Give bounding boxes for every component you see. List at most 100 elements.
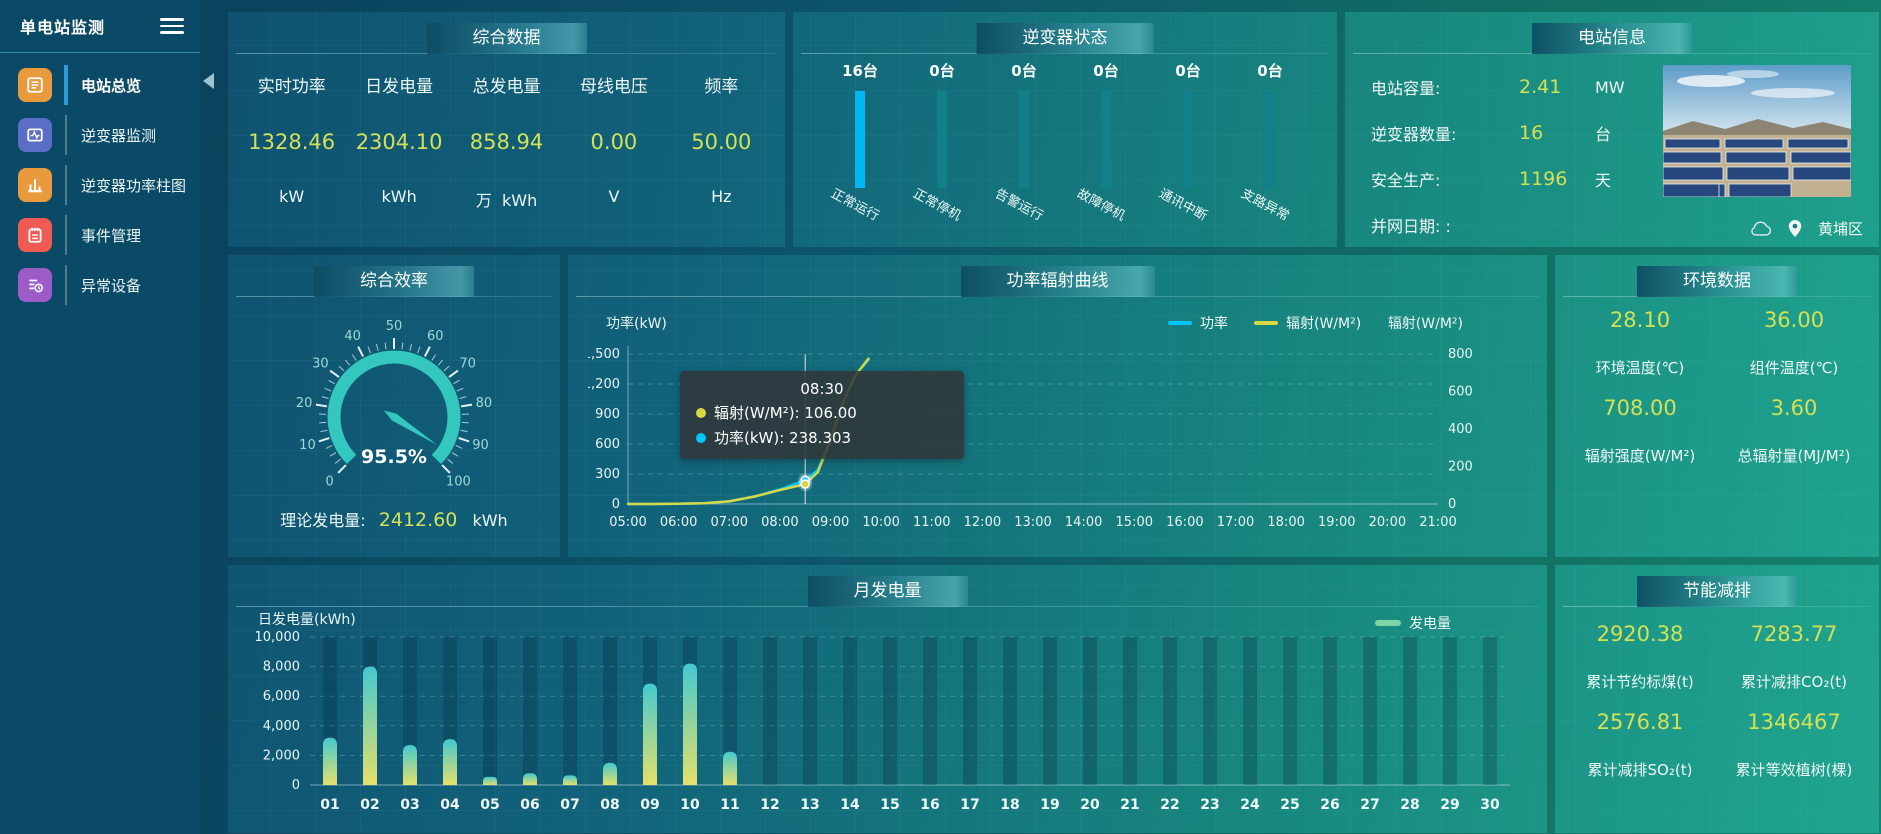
sidebar-item[interactable]: 事件管理	[18, 215, 200, 255]
station-info-label: 电站容量:	[1371, 79, 1441, 98]
stat-label: 环境温度(℃)	[1595, 359, 1685, 377]
panel-title: 逆变器状态	[976, 23, 1154, 54]
svg-text:21: 21	[1120, 797, 1139, 813]
svg-text:17: 17	[960, 797, 979, 813]
inverter-status-label: 正常停机	[910, 186, 964, 225]
overview-icon	[18, 68, 52, 102]
theoretical-energy-unit: kWh	[472, 511, 508, 530]
inverter-status-column[interactable]: 0台 通讯中断	[1147, 60, 1229, 230]
bar-axis-name: 日发电量(kWh)	[258, 612, 356, 628]
station-info-value: 2.41	[1519, 76, 1562, 98]
sidebar-item-label: 逆变器监测	[81, 126, 157, 145]
sidebar-item[interactable]: 异常设备	[18, 265, 200, 305]
svg-text:70: 70	[459, 357, 476, 372]
legend-item[interactable]: 功率	[1168, 313, 1228, 333]
summary-metric: 实时功率 1328.46 kW	[238, 56, 345, 211]
legend-item[interactable]: 发电量	[1375, 613, 1451, 633]
inverter-status-bar	[1019, 91, 1029, 188]
sidebar-menu: 电站总览逆变器监测逆变器功率柱图 事件管理异常设备	[0, 65, 200, 305]
inverter-status-column[interactable]: 0台 支路异常	[1229, 60, 1311, 230]
menu-item-divider	[65, 165, 67, 205]
tooltip-row: 辐射(W/M²): 106.00	[696, 402, 948, 423]
stat-cell: 28.10 环境温度(℃)	[1563, 299, 1717, 387]
svg-text:23: 23	[1200, 797, 1219, 813]
monthly-energy-chart[interactable]: 0 2,000 4,000 6,000 8,000 10,000 01 02 03 04 05 06 0…	[248, 625, 1538, 834]
svg-text:10: 10	[680, 797, 700, 813]
weather-cloud-icon[interactable]	[1750, 221, 1772, 236]
location-pin-icon[interactable]	[1788, 220, 1802, 237]
svg-text:1,200: 1,200	[588, 377, 620, 392]
panel-monthly-energy: 月发电量 日发电量(kWh) 发电量 0 2,000 4,000 6,000 8,000…	[228, 565, 1547, 833]
station-location[interactable]: 黄埔区	[1817, 220, 1863, 238]
location-row: 黄埔区	[1750, 218, 1863, 239]
sidebar-item[interactable]: 电站总览	[18, 65, 200, 105]
inverter-status-column[interactable]: 16台 正常运行	[819, 60, 901, 230]
stat-value: 28.10	[1609, 308, 1671, 332]
theoretical-energy-value: 2412.60	[378, 509, 458, 531]
svg-text:30: 30	[312, 357, 329, 372]
inverter-status-column[interactable]: 0台 正常停机	[901, 60, 983, 230]
inverter-monitor-icon	[18, 118, 52, 152]
inverter-status-column[interactable]: 0台 故障停机	[1065, 60, 1147, 230]
menu-item-divider	[64, 65, 68, 105]
efficiency-gauge[interactable]: 0 10 20 30 40 50 60 70 80 90 100 95.5%	[274, 317, 514, 507]
stat-label: 组件温度(℃)	[1749, 359, 1839, 377]
svg-text:20:00: 20:00	[1369, 515, 1406, 530]
svg-text:25: 25	[1280, 797, 1299, 813]
svg-text:400: 400	[1448, 422, 1473, 437]
svg-text:05:00: 05:00	[609, 515, 646, 530]
inverter-status-label: 故障停机	[1074, 186, 1128, 225]
inverter-count: 0台	[1011, 62, 1037, 80]
panel-title: 电站信息	[1532, 23, 1692, 54]
svg-text:30: 30	[1480, 797, 1500, 813]
inverter-status-column[interactable]: 0台 告警运行	[983, 60, 1065, 230]
station-info-label: 安全生产:	[1371, 171, 1441, 190]
metric-value: 858.94	[469, 130, 544, 154]
environment-grid: 28.10 环境温度(℃) 36.00 组件温度(℃) 708.00 辐射强度(W/…	[1563, 299, 1871, 475]
legend-item[interactable]: 辐射(W/M²)	[1254, 313, 1361, 333]
sidebar-item[interactable]: 逆变器功率柱图	[18, 165, 200, 205]
svg-text:13: 13	[800, 797, 819, 813]
inverter-status-label: 正常运行	[828, 186, 882, 225]
metric-value: 0.00	[590, 130, 638, 154]
svg-text:18:00: 18:00	[1267, 515, 1304, 530]
legend-label: 功率	[1200, 316, 1228, 332]
chart-tooltip: 08:30 辐射(W/M²): 106.00 功率(kW): 238.303	[680, 371, 964, 459]
panel-power-radiation: 功率辐射曲线 功率(kW) 功率 辐射(W/M²) 辐射(W/M²) 0 300 60…	[568, 255, 1547, 557]
panel-station-info: 电站信息 电站容量: 2.41 MW 逆变器数量: 16 台安全生产: 1196 …	[1345, 12, 1879, 247]
inverter-count: 0台	[1175, 62, 1201, 80]
inverter-status-label: 告警运行	[992, 186, 1046, 225]
tooltip-time: 08:30	[800, 380, 844, 398]
sidebar-item[interactable]: 逆变器监测	[18, 115, 200, 155]
svg-text:07:00: 07:00	[711, 515, 748, 530]
svg-text:02: 02	[360, 797, 379, 813]
svg-text:07: 07	[560, 797, 579, 813]
inverter-status-chart[interactable]: 16台 正常运行 0台 正常停机 0台 告警运行 0台 故障停机 0台 通讯中断 0台 支…	[793, 60, 1337, 230]
hamburger-menu-icon[interactable]	[160, 14, 184, 38]
svg-text:09: 09	[640, 797, 659, 813]
inverter-status-bar	[1101, 91, 1111, 188]
svg-text:16: 16	[920, 797, 939, 813]
app-title: 单电站监测	[20, 18, 106, 37]
stat-value: 1346467	[1747, 710, 1841, 734]
svg-text:28: 28	[1400, 797, 1419, 813]
tooltip-series-dot	[696, 432, 706, 443]
svg-text:21:00: 21:00	[1419, 515, 1456, 530]
summary-metric: 频率 50.00 Hz	[668, 56, 775, 211]
panel-inverter-status: 逆变器状态 16台 正常运行 0台 正常停机 0台 告警运行 0台 故障停机 0台 通讯…	[793, 12, 1337, 247]
legend-marker	[1254, 321, 1278, 325]
svg-text:18: 18	[1000, 797, 1019, 813]
power-radiation-chart[interactable]: 0 300 600 900 1,200 1,500 0 200 400 600 800 05:00 06…	[583, 329, 1528, 558]
sidebar-item-label: 电站总览	[81, 76, 142, 95]
station-info-row: 逆变器数量: 16 台	[1371, 110, 1663, 156]
metric-label: 实时功率	[257, 77, 326, 97]
collapse-sidebar-arrow[interactable]	[203, 73, 214, 89]
theoretical-energy-label: 理论发电量:	[280, 511, 366, 530]
stat-value: 3.60	[1770, 396, 1818, 420]
legend-marker	[1375, 620, 1401, 626]
svg-text:08: 08	[600, 797, 619, 813]
svg-text:10: 10	[299, 438, 316, 453]
svg-text:20: 20	[296, 396, 313, 411]
theoretical-energy-row: 理论发电量: 2412.60 kWh	[228, 507, 560, 531]
stat-cell: 3.60 总辐射量(MJ/M²)	[1717, 387, 1871, 475]
